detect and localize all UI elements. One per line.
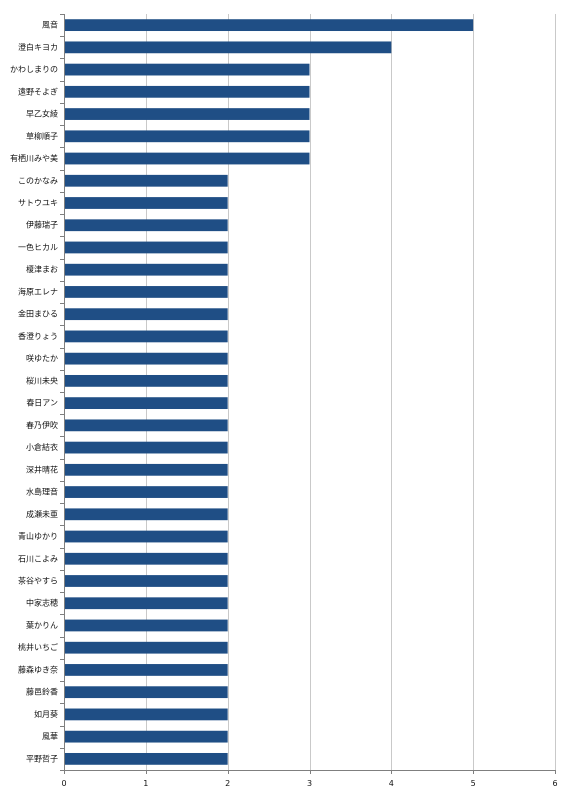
bar (64, 197, 228, 209)
category-label: 早乙女綾 (26, 109, 58, 119)
category-label: 藤邑鈴香 (26, 687, 58, 697)
bar (64, 286, 228, 298)
bar (64, 463, 228, 476)
bar (64, 730, 228, 743)
bar (64, 241, 228, 254)
bar (64, 219, 228, 232)
category-label: 小倉結衣 (26, 442, 58, 452)
category-label: 青山ゆかり (18, 531, 58, 541)
category-label: 春乃伊吹 (26, 420, 58, 430)
bar (64, 441, 228, 454)
bar (64, 486, 228, 498)
bar (64, 508, 228, 521)
bar (64, 708, 228, 721)
bar (64, 263, 228, 276)
bar (64, 174, 228, 187)
category-label: 伊藤瑞子 (26, 220, 58, 230)
x-tick-label: 0 (61, 779, 66, 788)
category-label: 水島理音 (26, 487, 58, 497)
x-tick-label: 5 (471, 779, 476, 788)
category-label: 深井晴花 (26, 464, 58, 474)
category-label: 平野哲子 (26, 754, 58, 763)
category-label: 成瀬未亜 (26, 509, 58, 519)
bar (64, 108, 310, 120)
category-label: 一色ヒカル (18, 242, 58, 252)
category-label: 如月葵 (34, 709, 58, 719)
category-label: 遠野そよぎ (18, 86, 58, 96)
bar (64, 19, 474, 32)
bar (64, 397, 228, 410)
category-label: 石川こよみ (18, 554, 58, 563)
x-tick-label: 2 (225, 779, 230, 788)
category-label: 澄白キヨカ (18, 42, 58, 52)
x-tick-label: 6 (552, 779, 557, 788)
bar (64, 63, 310, 76)
bar (64, 552, 228, 565)
category-label: 有栖川みや美 (10, 153, 58, 163)
bar (64, 85, 310, 98)
category-labels: 風音澄白キヨカかわしまりの遠野そよぎ早乙女綾草柳順子有栖川みや美このかなみサトウ… (10, 20, 58, 764)
bar (64, 575, 228, 587)
bar (64, 41, 392, 54)
axes (60, 14, 556, 774)
bar (64, 619, 228, 632)
bar (64, 352, 228, 365)
bar (64, 419, 228, 432)
category-label: 藤森ゆき奈 (18, 664, 58, 674)
bar (64, 664, 228, 676)
bar (64, 641, 228, 654)
category-label: 風音 (42, 20, 58, 30)
x-tick-labels: 0 1 2 3 4 5 6 (61, 779, 557, 788)
bar (64, 752, 228, 765)
bar (64, 130, 310, 143)
bar (64, 330, 228, 343)
category-label: 茶谷やすら (18, 576, 58, 586)
grid-lines (146, 14, 556, 770)
bar (64, 308, 228, 321)
bar (64, 530, 228, 543)
category-label: 風華 (42, 731, 58, 741)
category-label: 咲ゆたか (26, 353, 58, 363)
bar (64, 152, 310, 165)
x-tick-label: 1 (143, 779, 148, 788)
category-label: このかなみ (18, 176, 58, 185)
category-label: 桃井いちご (18, 642, 58, 652)
x-tick-label: 3 (307, 779, 312, 788)
category-label: かわしまりの (10, 65, 58, 74)
x-tick-label: 4 (389, 779, 394, 788)
category-label: 葉かりん (26, 620, 58, 630)
category-label: 海原エレナ (18, 286, 58, 296)
category-label: 桜川未央 (26, 375, 58, 385)
bar (64, 597, 228, 610)
bar (64, 686, 228, 699)
category-label: 春日アン (26, 398, 58, 408)
category-label: 金田まひる (18, 309, 58, 319)
category-label: 香澄りょう (18, 331, 58, 341)
category-label: 中家志穂 (26, 598, 58, 608)
bar (64, 374, 228, 387)
category-label: 草柳順子 (26, 131, 58, 141)
category-label: サトウユキ (18, 199, 58, 208)
bars (64, 19, 474, 765)
category-label: 榎津まお (26, 264, 58, 274)
